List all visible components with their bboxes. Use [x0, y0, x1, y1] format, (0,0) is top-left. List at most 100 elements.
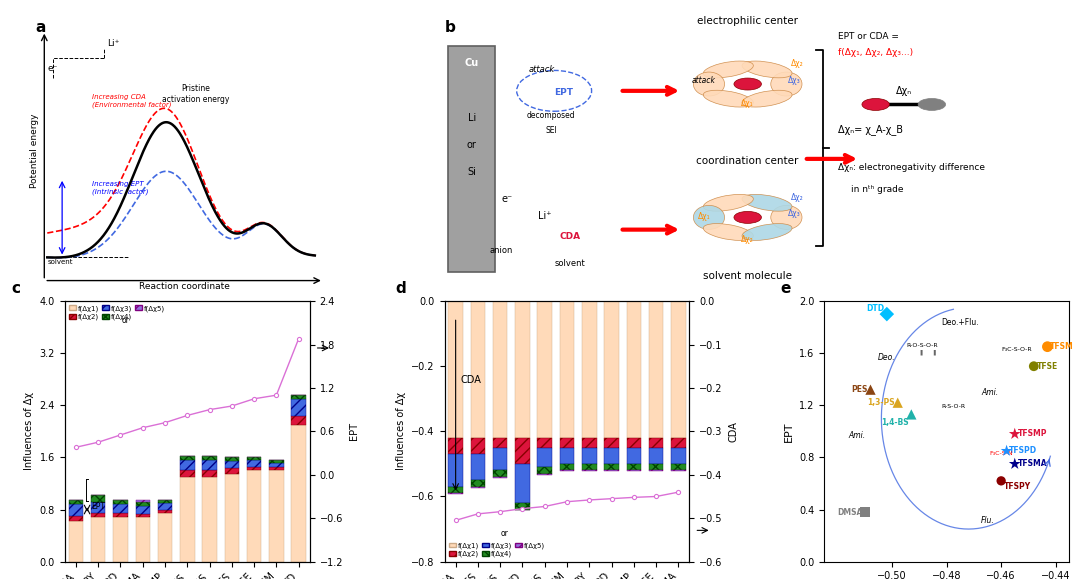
- Text: Δχ₂: Δχ₂: [792, 60, 805, 68]
- Text: R-O-S-O-R: R-O-S-O-R: [906, 343, 939, 347]
- Text: coordination center: coordination center: [697, 156, 799, 166]
- Text: EPT: EPT: [91, 503, 105, 511]
- Text: TFSMA: TFSMA: [1017, 459, 1048, 468]
- Text: attack: attack: [528, 65, 555, 74]
- Text: Increasing EPT
(Intrinsic factor): Increasing EPT (Intrinsic factor): [92, 181, 148, 195]
- Bar: [113, 514, 127, 518]
- Bar: [582, 464, 596, 470]
- Bar: [269, 467, 284, 470]
- Bar: [559, 448, 575, 464]
- Bar: [269, 463, 284, 467]
- Bar: [113, 500, 127, 504]
- Text: 1,3-PS: 1,3-PS: [867, 398, 895, 407]
- Point: [862, 385, 879, 394]
- Y-axis label: Influences of Δχ: Influences of Δχ: [24, 393, 35, 470]
- Bar: [582, 438, 596, 448]
- Bar: [292, 395, 306, 399]
- Bar: [69, 521, 83, 562]
- Ellipse shape: [703, 90, 754, 107]
- Bar: [247, 460, 261, 467]
- Bar: [158, 500, 172, 503]
- Text: solvent: solvent: [554, 259, 585, 269]
- Bar: [559, 470, 575, 471]
- Bar: [247, 457, 261, 460]
- Text: Increasing CDA
(Environmental factor): Increasing CDA (Environmental factor): [92, 94, 172, 108]
- Bar: [559, 438, 575, 448]
- Text: Δχ₁: Δχ₁: [741, 99, 754, 108]
- Text: F₃C-S-O-R: F₃C-S-O-R: [1001, 347, 1031, 351]
- Bar: [225, 461, 239, 468]
- Bar: [671, 448, 686, 464]
- Bar: [91, 514, 106, 518]
- Bar: [247, 470, 261, 562]
- Bar: [269, 460, 284, 463]
- Text: e⁻: e⁻: [48, 64, 57, 73]
- Bar: [626, 470, 642, 471]
- Text: Δχₙ= χ_A-χ_B: Δχₙ= χ_A-χ_B: [838, 124, 903, 134]
- Bar: [180, 470, 194, 477]
- Bar: [158, 503, 172, 510]
- Text: R-S-O-R: R-S-O-R: [942, 404, 966, 409]
- Bar: [515, 301, 529, 438]
- Y-axis label: CDA: CDA: [728, 421, 739, 442]
- Y-axis label: EPT: EPT: [784, 421, 794, 442]
- Point: [856, 507, 874, 516]
- Text: Flu.: Flu.: [981, 515, 995, 525]
- Bar: [538, 301, 552, 438]
- Bar: [247, 467, 261, 470]
- Bar: [559, 301, 575, 438]
- Ellipse shape: [693, 206, 725, 229]
- Bar: [649, 448, 663, 464]
- Ellipse shape: [693, 72, 725, 96]
- Circle shape: [862, 98, 890, 111]
- Text: or: or: [467, 140, 476, 150]
- Bar: [135, 506, 150, 514]
- Text: in nᵗʰ grade: in nᵗʰ grade: [851, 185, 903, 193]
- Bar: [582, 470, 596, 471]
- Point: [889, 398, 906, 408]
- Bar: [448, 493, 463, 494]
- Bar: [649, 301, 663, 438]
- Text: solvent molecule: solvent molecule: [703, 270, 793, 281]
- Ellipse shape: [742, 223, 792, 240]
- Bar: [202, 456, 217, 460]
- Text: Δχ₂: Δχ₂: [792, 193, 805, 201]
- Bar: [492, 438, 508, 448]
- Bar: [69, 500, 83, 504]
- Bar: [471, 454, 485, 480]
- Bar: [180, 477, 194, 562]
- Text: TFSM: TFSM: [1050, 342, 1074, 351]
- Circle shape: [918, 98, 946, 111]
- Point: [1007, 459, 1024, 468]
- Point: [878, 309, 895, 318]
- Bar: [605, 438, 619, 448]
- Bar: [448, 438, 463, 454]
- Legend: f(Δχ1), f(Δχ2), f(Δχ3), f(Δχ4), f(Δχ5): f(Δχ1), f(Δχ2), f(Δχ3), f(Δχ4), f(Δχ5): [448, 542, 545, 558]
- Point: [1007, 430, 1024, 439]
- Text: Ami.: Ami.: [848, 431, 865, 440]
- Text: e: e: [780, 281, 791, 296]
- Text: CDA: CDA: [460, 375, 481, 384]
- Bar: [69, 504, 83, 516]
- Ellipse shape: [742, 195, 792, 211]
- Text: Li: Li: [468, 113, 476, 123]
- Bar: [626, 301, 642, 438]
- Bar: [158, 510, 172, 513]
- Ellipse shape: [771, 72, 802, 96]
- Bar: [135, 518, 150, 562]
- Text: anion: anion: [489, 245, 513, 255]
- Bar: [225, 468, 239, 474]
- Text: EPT or CDA =: EPT or CDA =: [838, 32, 902, 41]
- Text: b: b: [445, 20, 456, 35]
- Bar: [605, 301, 619, 438]
- Circle shape: [734, 211, 761, 223]
- Bar: [671, 438, 686, 448]
- Bar: [649, 438, 663, 448]
- Bar: [471, 301, 485, 438]
- Text: DMSA: DMSA: [837, 508, 862, 516]
- Text: EPT: EPT: [554, 88, 573, 97]
- Bar: [605, 448, 619, 464]
- Text: B: B: [930, 102, 934, 108]
- Text: Potential energy: Potential energy: [30, 114, 39, 188]
- Bar: [135, 503, 150, 506]
